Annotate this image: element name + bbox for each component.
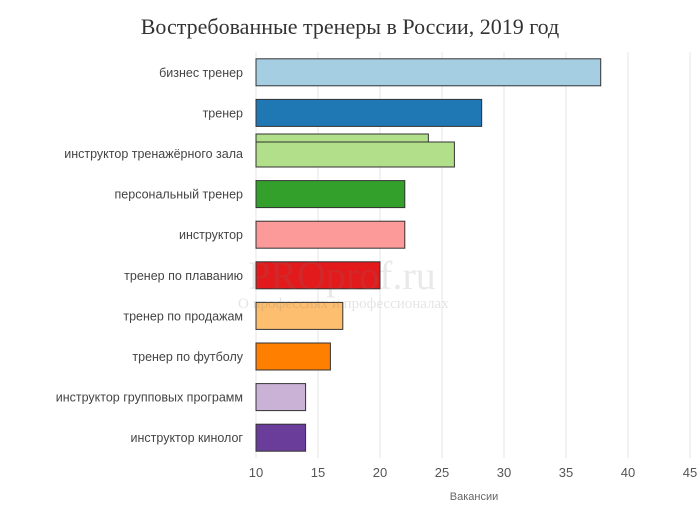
category-label: тренер bbox=[203, 106, 243, 120]
bar bbox=[255, 58, 602, 87]
bar bbox=[255, 220, 406, 249]
x-tick-label: 20 bbox=[373, 465, 387, 480]
bar bbox=[255, 301, 344, 330]
watermark-text: PROprof.ru bbox=[248, 253, 436, 298]
x-tick-label: 45 bbox=[683, 465, 697, 480]
x-tick-label: 40 bbox=[621, 465, 635, 480]
x-tick-label: 15 bbox=[311, 465, 325, 480]
bar bbox=[255, 98, 483, 127]
bar bbox=[255, 423, 307, 452]
category-label: инструктор тренажёрного зала bbox=[64, 147, 243, 161]
bar bbox=[255, 261, 381, 290]
x-tick-label: 35 bbox=[559, 465, 573, 480]
x-tick-label: 30 bbox=[497, 465, 511, 480]
chart-title: Востребованные тренеры в России, 2019 го… bbox=[140, 14, 560, 39]
category-label: персональный тренер bbox=[115, 188, 244, 202]
category-label: тренер по футболу bbox=[132, 350, 243, 364]
category-label: инструктор кинолог bbox=[131, 431, 244, 445]
x-tick-label: 25 bbox=[435, 465, 449, 480]
bar bbox=[255, 141, 455, 168]
x-axis-label: Вакансии bbox=[450, 491, 499, 503]
bar bbox=[255, 342, 331, 371]
bar bbox=[255, 180, 406, 209]
category-label: инструктор bbox=[179, 228, 243, 242]
x-tick-label: 10 bbox=[249, 465, 263, 480]
category-label: тренер по плаванию bbox=[124, 269, 243, 283]
category-label: бизнес тренер bbox=[159, 66, 243, 80]
category-label: инструктор групповых программ bbox=[56, 391, 243, 405]
bar bbox=[255, 383, 307, 412]
category-label: тренер по продажам bbox=[123, 309, 243, 323]
watermark-subtitle: О профессиях и профессионалах bbox=[238, 296, 449, 312]
